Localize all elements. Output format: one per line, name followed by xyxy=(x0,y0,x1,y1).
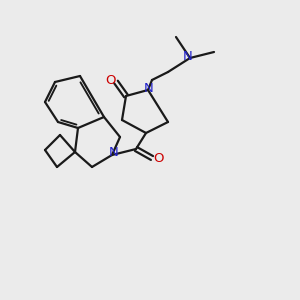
Text: O: O xyxy=(153,152,163,164)
Text: O: O xyxy=(105,74,115,88)
Text: N: N xyxy=(109,146,119,160)
Text: N: N xyxy=(144,82,154,94)
Text: N: N xyxy=(183,50,193,64)
